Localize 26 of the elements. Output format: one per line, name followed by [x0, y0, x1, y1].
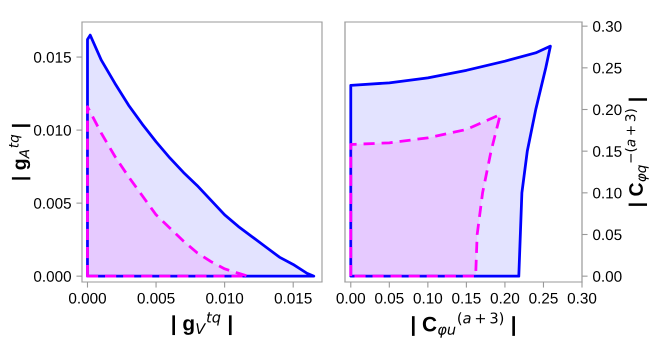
y2-tick-label: 0.10: [593, 188, 622, 199]
x-tick-label: 0.05: [375, 292, 404, 304]
x-tick-label: 0.00: [336, 292, 366, 304]
y-tick-label: 0.005: [34, 198, 71, 209]
x-axis-title: | g$_{V}$$^{tq}$ |: [172, 312, 232, 336]
x-tick-label: 0.000: [68, 292, 106, 304]
y2-tick-label: 0.15: [593, 146, 622, 157]
y2-tick-label: 0.05: [593, 229, 622, 240]
x-tick-label: 0.20: [490, 292, 520, 304]
x-tick-label: 0.015: [274, 292, 312, 304]
y-axis-title: | g$_{A}$$^{tq}$ |: [8, 124, 30, 180]
x-tick-label: 0.010: [206, 292, 244, 304]
x-tick-label: 0.005: [138, 292, 175, 304]
y2-tick-label: 0.30: [593, 21, 622, 32]
x-tick-label: 0.25: [529, 292, 558, 304]
y2-tick-label: 0.00: [593, 271, 622, 282]
x-axis-title: | C$_{φu}$$^{(a+3)}$ |: [412, 312, 515, 338]
y2-axis-title: | C$_{φq}$$^{−(a+3)}$ |: [624, 98, 649, 206]
x-tick-label: 0.30: [568, 292, 596, 304]
y-tick-label: 0.010: [34, 124, 71, 136]
x-tick-label: 0.15: [452, 292, 481, 304]
x-tick-label: 0.10: [414, 292, 442, 304]
y2-tick-label: 0.25: [593, 62, 622, 74]
y2-tick-label: 0.20: [593, 104, 622, 116]
y-tick-label: 0.015: [34, 52, 71, 63]
y-tick-label: 0.000: [34, 271, 71, 282]
